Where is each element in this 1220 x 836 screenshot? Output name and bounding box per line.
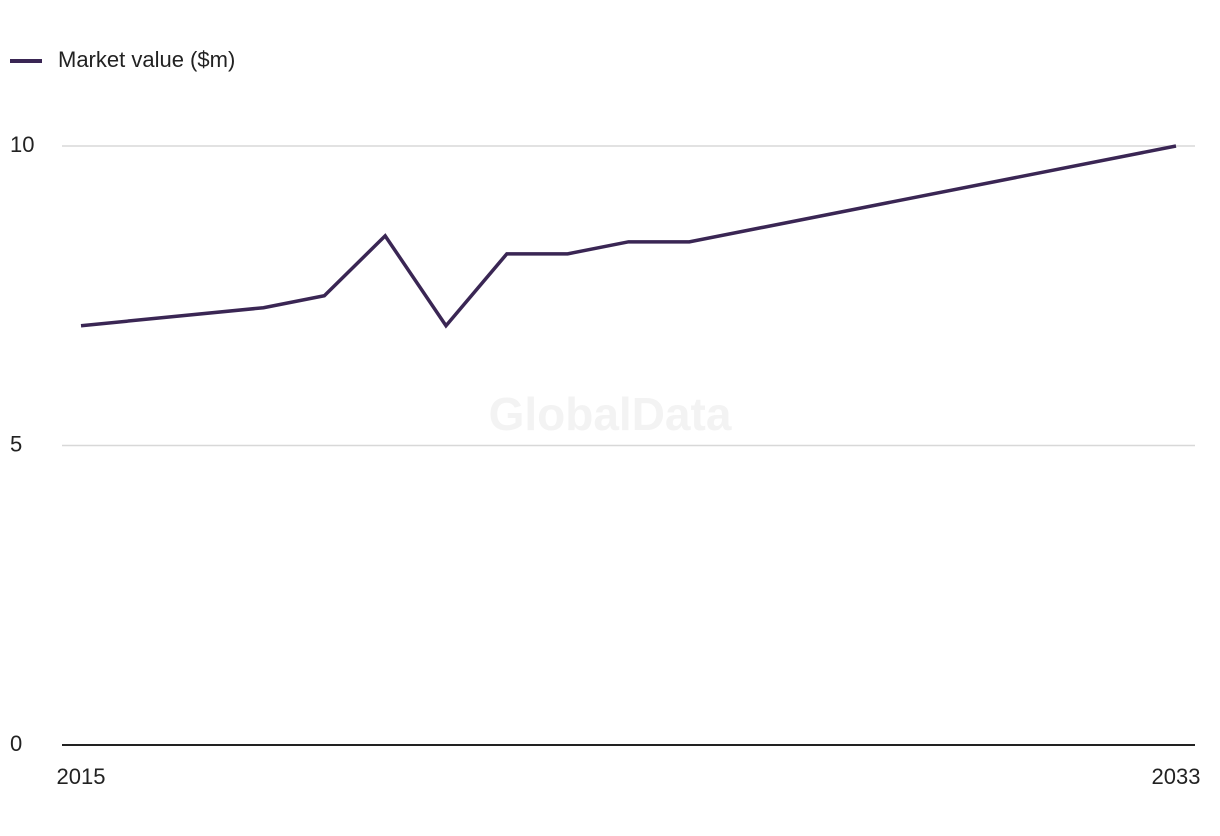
watermark: GlobalData bbox=[489, 388, 732, 440]
x-tick-label: 2033 bbox=[1152, 764, 1201, 789]
y-tick-label: 5 bbox=[10, 431, 22, 456]
y-tick-label: 10 bbox=[10, 132, 34, 157]
x-tick-label: 2015 bbox=[57, 764, 106, 789]
y-tick-label: 0 bbox=[10, 731, 22, 756]
legend-label: Market value ($m) bbox=[58, 47, 235, 72]
data-line bbox=[80, 144, 1177, 329]
